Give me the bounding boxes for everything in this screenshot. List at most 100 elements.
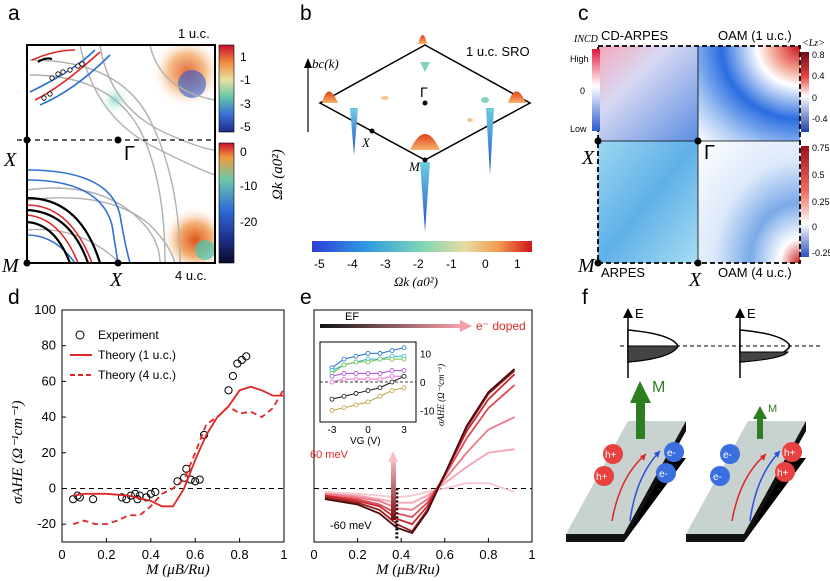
e-inset: -3 0 3 10 0 -10 VG (V) σAHE (Ω⁻¹cm⁻¹) [319,341,446,447]
f-band-left: E [623,306,679,378]
e-inset-xtick: 0 [365,425,371,436]
panel-d: d 100 80 60 40 20 0 -20 0 0.2 0.4 0.6 0.8 1 Experim… [0,286,300,581]
e-xtick-label: 1 [528,547,535,562]
e-inset-point [353,353,359,359]
e-inset-point [329,408,335,413]
e-series-line [324,482,515,499]
panel-label-d: d [8,286,20,309]
chart-d: 100 80 60 40 20 0 -20 0 0.2 0.4 0.6 0.8 1 Experimen… [10,302,288,578]
e-inset-point [389,356,395,362]
d-ytick-label: 80 [42,338,56,353]
e-inset-point [389,379,395,385]
e-inset-ylabel: σAHE (Ω⁻¹cm⁻¹) [436,364,446,426]
d-ytick-label: 0 [49,480,56,495]
c-point-M: M [577,255,596,277]
d-xtick-label: 0.2 [97,547,115,562]
e-inset-point [377,376,383,382]
e-inset-point [341,405,347,411]
d-xtick-label: 0 [58,547,65,562]
b-cbar-tick: -2 [413,257,424,271]
e-inset-point [353,402,359,408]
d-legend: Experiment Theory (1 u.c.) Theory (4 u.c… [70,328,176,382]
d-xtick-label: 0.4 [142,547,160,562]
f-band-right: E [735,306,791,378]
a-cbar-label: Ωk (a0²) [270,149,286,200]
d-experiment-point [228,371,238,381]
a-point-X-left: X [3,149,17,171]
a-cbar1-tick: -5 [240,120,251,134]
e-inset-point [341,356,347,362]
d-experiment-point [117,493,127,502]
e-inset-point [353,359,359,365]
panel-label-f: f [582,286,588,309]
e-inset-point [401,385,407,391]
c-cbar-bot-tick: 0.25 [812,197,830,207]
f-hole-right: h+ [777,468,789,479]
c-cbar-bot-tick: -0.25 [812,248,830,258]
panel-f-figure: E E M M [566,306,822,542]
e-series-line [324,370,516,533]
d-ylabel: σAHE (Ω⁻¹cm⁻¹) [10,401,26,504]
e-inset-point [365,376,371,382]
d-experiment-point [88,495,98,504]
e-inset-point [389,348,395,353]
e-meV-arrow [391,458,396,520]
c-cbar-top-tick: -0.4 [812,114,828,124]
d-xtick-label: 0.6 [186,547,204,562]
c-cbar-bot-tick: 0 [812,222,817,232]
e-inset-ytick: -10 [420,407,435,418]
e-series-line [324,368,516,535]
b-cbar-tick: 1 [514,257,521,271]
a-bottom-text: 4 u.c. [175,268,207,283]
e-inset-point [341,393,347,399]
d-ytick-label: 40 [42,409,56,424]
e-inset-point [377,385,383,391]
a-point-M-left: M [1,255,20,277]
c-quadrant-cd-arpes: CD-ARPES [601,28,669,43]
e-series-line [324,373,516,526]
d-experiment-point [151,487,160,497]
e-xtick-label: 0 [310,547,317,562]
panel-a: a [0,0,300,290]
a-cbar1-tick: -3 [240,97,251,111]
a-cbar1-tick: -1 [240,73,251,87]
d-ytick-label: 60 [42,373,56,388]
d-legend-theory-1uc: Theory (1 u.c.) [98,348,176,362]
panel-label-a: a [8,2,20,25]
d-experiment-point [242,352,251,361]
c-point-X-bottom: X [688,269,702,290]
f-M-arrow-left: M [630,379,665,439]
c-point-Gamma: Γ [704,142,715,164]
panel-b: b bc(k) Γ X [290,0,550,290]
e-inset-point [389,373,395,379]
c-incd-label: INCD [573,34,599,45]
e-xtick-label: 0.8 [479,547,497,562]
e-inset-point [365,388,371,393]
e-xtick-label: 0.6 [436,547,454,562]
chart-e: 0 0.2 0.4 0.6 0.8 1 EF e⁻ doped 60 meV -60 me… [310,309,536,578]
d-ytick-label: 100 [34,302,56,317]
b-axis-label: bc(k) [312,56,339,71]
e-inset-point [377,393,383,399]
d-xtick-label: 1 [280,547,287,562]
e-inset-point [341,376,347,382]
e-inset-point [341,371,347,376]
c-cbar-top-tick: 0.8 [812,50,825,60]
e-doping-arrow [320,324,460,328]
e-inset-ytick: 0 [420,378,426,389]
e-inset-point [365,359,371,365]
e-inset-point [329,379,335,385]
c-quadrant-arpes: ARPES [601,265,645,280]
c-low-label: Low [570,124,587,134]
b-point-Gamma: Γ [420,84,428,100]
d-xtick-label: 0.8 [231,547,249,562]
panel-label-b: b [300,2,312,25]
e-inset-point [401,356,407,362]
b-cbar-tick: -1 [446,257,457,271]
f-electron-right: e- [713,472,722,483]
b-cbar-tick: -4 [347,257,358,271]
e-inset-point [365,399,371,405]
c-cbar-top-tick: 0 [812,93,817,103]
e-inset-point [341,362,347,368]
panel-label-c: c [578,2,589,25]
